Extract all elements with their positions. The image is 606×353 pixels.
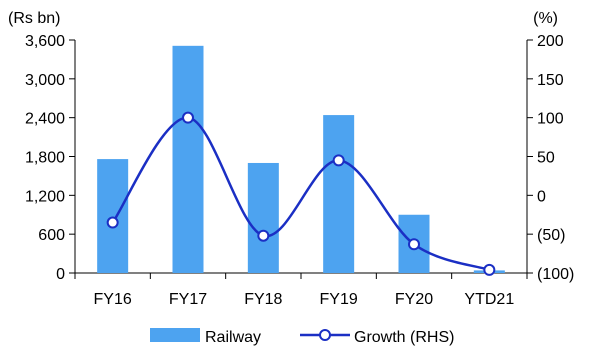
x-axis-tick-label: FY18	[244, 291, 282, 308]
x-axis: FY16 FY17 FY18 FY19 FY20 YTD21	[74, 272, 528, 308]
growth-point	[257, 229, 270, 242]
right-axis-tick-label: (50)	[537, 227, 565, 244]
growth-point	[332, 154, 345, 167]
right-axis-unit-label: (%)	[533, 10, 558, 27]
right-axis-tick-label: (100)	[537, 266, 574, 283]
legend-railway-swatch	[150, 328, 200, 342]
growth-point	[408, 238, 420, 251]
x-axis-tick-label: FY19	[320, 291, 358, 308]
x-axis-tick-label: FY16	[94, 291, 132, 308]
growth-point	[106, 216, 119, 229]
growth-point	[483, 263, 496, 276]
railway-bar	[172, 45, 204, 274]
right-axis-tick-label: 50	[537, 150, 555, 167]
railway-bars	[97, 45, 505, 274]
x-axis-tick-label: FY20	[395, 291, 433, 308]
left-axis-tick-label: 0	[56, 266, 65, 283]
right-axis-tick-label: 0	[537, 188, 546, 205]
railway-bar	[247, 162, 279, 273]
legend: Railway Growth (RHS)	[150, 328, 454, 346]
left-axis-tick-label: 1,800	[25, 150, 65, 167]
left-axis-tick-label: 600	[38, 227, 65, 244]
left-axis-unit-label: (Rs bn)	[8, 10, 60, 27]
x-axis-tick-label: YTD21	[464, 291, 514, 308]
growth-line-path	[111, 116, 490, 272]
left-axis-tick-label: 3,600	[25, 33, 65, 50]
legend-growth-label: Growth (RHS)	[354, 329, 454, 346]
legend-railway-label: Railway	[205, 329, 261, 346]
right-axis-tick-label: 100	[537, 111, 564, 128]
railway-bar	[323, 115, 355, 273]
x-axis-tick-label: FY17	[169, 291, 207, 308]
left-axis-tick-label: 2,400	[25, 111, 65, 128]
railway-bar	[97, 159, 129, 273]
legend-growth-marker	[319, 329, 331, 341]
left-axis-tick-label: 1,200	[25, 188, 65, 205]
growth-point	[182, 111, 194, 124]
right-axis: (100) (50) 0 50 100 150 200	[526, 33, 574, 283]
right-axis-tick-label: 200	[537, 33, 564, 50]
left-axis: 0 600 1,200 1,800 2,400 3,000 3,600	[25, 33, 76, 283]
right-axis-tick-label: 150	[537, 72, 564, 89]
left-axis-tick-label: 3,000	[25, 72, 65, 89]
growth-line-series	[106, 111, 496, 276]
